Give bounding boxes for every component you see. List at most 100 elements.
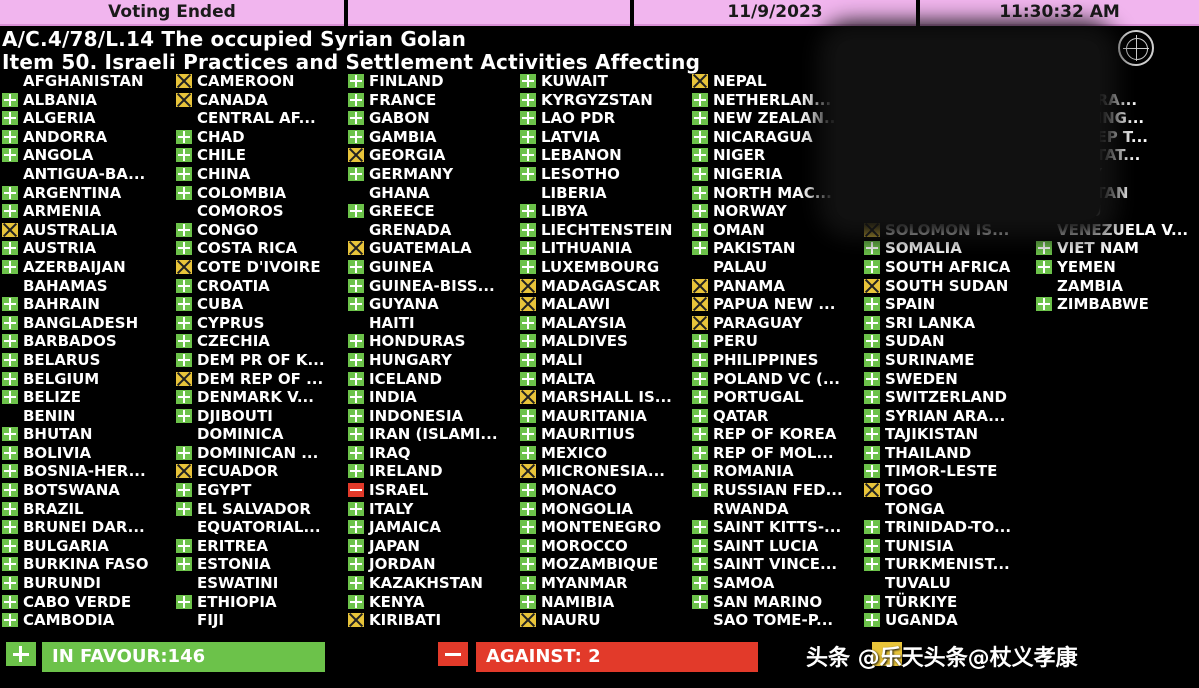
country-entry: COTE D'IVOIRE [174, 258, 325, 277]
country-entry: JORDAN [346, 555, 498, 574]
vote-yes-icon [864, 408, 880, 423]
country-entry: TURKMENIST... [862, 555, 1011, 574]
country-name: ANTIGUA-BA... [23, 164, 146, 183]
vote-yes-icon [520, 129, 536, 144]
country-name: ETHIOPIA [197, 592, 277, 611]
country-entry: KAZAKHSTAN [346, 574, 498, 593]
country-name: PARAGUAY [713, 313, 803, 332]
country-entry: COMOROS [174, 202, 325, 221]
country-entry: NETHERLAN... [690, 91, 843, 110]
country-entry: SOMALIA [862, 239, 1011, 258]
country-entry: RUSSIAN FED... [690, 481, 843, 500]
vote-abstain-icon [520, 464, 536, 479]
vote-yes-icon [2, 185, 18, 200]
country-entry: PORTUGAL [690, 388, 843, 407]
against-total: AGAINST: 2 [476, 642, 758, 672]
vote-yes-icon [692, 520, 708, 535]
country-name: GUATEMALA [369, 239, 472, 258]
vote-yes-icon [520, 222, 536, 237]
country-entry: UGANDA [862, 611, 1011, 630]
country-entry: SAO TOME-P... [690, 611, 843, 630]
country-name: RUSSIAN FED... [713, 481, 843, 500]
vote-yes-icon [348, 278, 364, 293]
country-name: AZERBAIJAN [23, 257, 126, 276]
vote-yes-icon [520, 334, 536, 349]
country-name: NAURU [541, 611, 601, 630]
country-entry: ROMANIA [690, 462, 843, 481]
country-entry: CZECHIA [174, 332, 325, 351]
country-name: INDONESIA [369, 406, 464, 425]
vote-yes-icon [348, 576, 364, 591]
country-entry: REP OF MOL... [690, 444, 843, 463]
country-entry: ZAMBIA [1034, 277, 1188, 296]
vote-yes-icon [520, 427, 536, 442]
country-entry: SRI LANKA [862, 314, 1011, 333]
country-entry: ZIMBABWE [1034, 295, 1188, 314]
country-entry: AFGHANISTAN [0, 72, 148, 91]
country-name: GUINEA-BISS... [369, 276, 495, 295]
vote-yes-icon [348, 390, 364, 405]
abstain-icon [872, 642, 902, 666]
country-entry: TÜRKIYE [862, 593, 1011, 612]
country-name: BHUTAN [23, 425, 93, 444]
vote-yes-icon [348, 334, 364, 349]
vote-yes-icon [864, 371, 880, 386]
vote-yes-icon [348, 259, 364, 274]
country-name: MONACO [541, 481, 617, 500]
vote-abstain-icon [692, 278, 708, 293]
vote-yes-icon [864, 259, 880, 274]
country-name: YEMEN [1057, 257, 1116, 276]
country-name: BOLIVIA [23, 443, 92, 462]
country-name: BENIN [23, 406, 76, 425]
country-name: THAILAND [885, 443, 972, 462]
country-entry: CENTRAL AF... [174, 109, 325, 128]
vote-yes-icon [520, 352, 536, 367]
country-name: ECUADOR [197, 462, 279, 481]
country-entry: LIBERIA [518, 184, 672, 203]
country-name: AFGHANISTAN [23, 72, 144, 90]
country-entry: TOGO [862, 481, 1011, 500]
country-name: LAO PDR [541, 109, 616, 128]
country-entry: GUINEA [346, 258, 498, 277]
country-name: BRUNEI DAR... [23, 518, 145, 537]
country-entry: LATVIA [518, 128, 672, 147]
country-entry: CHINA [174, 165, 325, 184]
country-name: TIMOR-LESTE [885, 462, 998, 481]
country-name: NAMIBIA [541, 592, 615, 611]
country-entry: DEM PR OF K... [174, 351, 325, 370]
country-entry: MONGOLIA [518, 500, 672, 519]
country-name: MONGOLIA [541, 499, 634, 518]
country-entry: VIET NAM [1034, 239, 1188, 258]
country-entry: SAN MARINO [690, 593, 843, 612]
country-entry: BHUTAN [0, 425, 148, 444]
vote-yes-icon [520, 594, 536, 609]
country-name: PALAU [713, 257, 768, 276]
vote-abstain-icon [176, 464, 192, 479]
country-entry: GUYANA [346, 295, 498, 314]
vote-abstain-icon [176, 92, 192, 107]
country-name: ALBANIA [23, 90, 97, 109]
vote-yes-icon [520, 259, 536, 274]
vote-yes-icon [2, 371, 18, 386]
country-entry: MALAWI [518, 295, 672, 314]
country-entry: HONDURAS [346, 332, 498, 351]
country-name: GREECE [369, 202, 435, 221]
country-entry: SWITZERLAND [862, 388, 1011, 407]
country-name: BELARUS [23, 350, 101, 369]
country-entry: LUXEMBOURG [518, 258, 672, 277]
country-entry: KENYA [346, 593, 498, 612]
country-name: SWITZERLAND [885, 388, 1008, 407]
vote-yes-icon [176, 408, 192, 423]
vote-time: 11:30:32 AM [920, 0, 1199, 26]
country-entry: IRAN (ISLAMI... [346, 425, 498, 444]
country-entry: ESTONIA [174, 555, 325, 574]
vote-yes-icon [520, 74, 536, 88]
country-entry: COLOMBIA [174, 184, 325, 203]
country-name: REP OF KOREA [713, 425, 837, 444]
vote-abstain-icon [864, 278, 880, 293]
vote-abstain-icon [864, 483, 880, 498]
country-name: NETHERLAN... [713, 90, 832, 109]
vote-abstain-icon [348, 148, 364, 163]
country-entry: NAURU [518, 611, 672, 630]
country-name: MAURITIUS [541, 425, 636, 444]
